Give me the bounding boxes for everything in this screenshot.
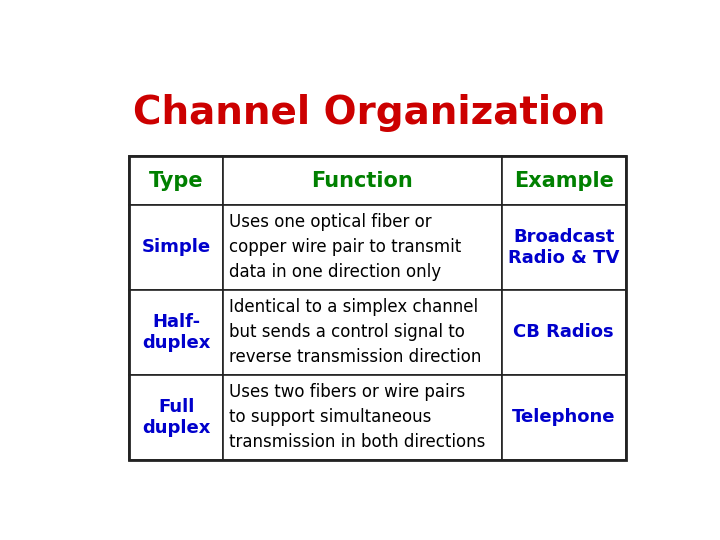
Bar [502,156,626,205]
Bar [129,205,223,290]
Bar [129,156,626,460]
Text: Broadcast
Radio & TV: Broadcast Radio & TV [508,228,619,267]
Text: CB Radios: CB Radios [513,323,614,341]
Bar [129,375,223,460]
Bar [502,205,626,290]
Text: Channel Organization: Channel Organization [132,94,606,132]
Bar [502,290,626,375]
Bar [223,205,502,290]
Text: Identical to a simplex channel
but sends a control signal to
reverse transmissio: Identical to a simplex channel but sends… [229,298,482,366]
Bar [223,375,502,460]
Bar [129,156,223,205]
Text: Uses two fibers or wire pairs
to support simultaneous
transmission in both direc: Uses two fibers or wire pairs to support… [229,383,485,451]
Text: Uses one optical fiber or
copper wire pair to transmit
data in one direction onl: Uses one optical fiber or copper wire pa… [229,213,462,281]
Text: Type: Type [149,171,204,191]
Text: Simple: Simple [142,238,211,256]
Bar [129,290,223,375]
Text: Telephone: Telephone [512,408,616,426]
Text: Full
duplex: Full duplex [142,398,210,437]
Bar [223,290,502,375]
Text: Half-
duplex: Half- duplex [142,313,210,352]
Text: Example: Example [513,171,613,191]
Bar [502,375,626,460]
Text: Function: Function [312,171,413,191]
Bar [223,156,502,205]
